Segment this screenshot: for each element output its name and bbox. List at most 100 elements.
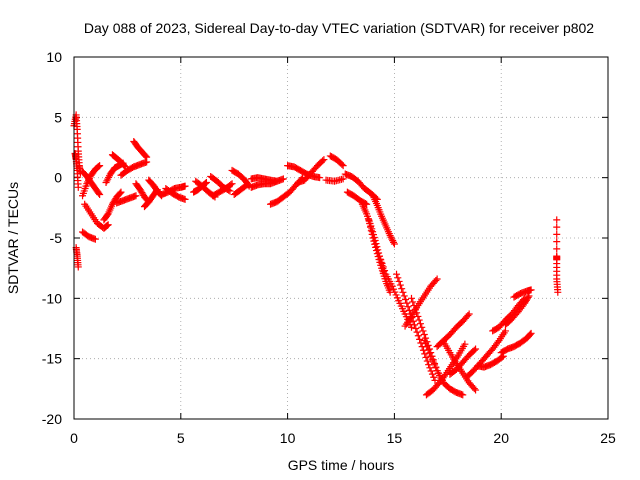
data-point <box>418 323 426 331</box>
data-point <box>470 346 478 354</box>
data-point <box>402 296 410 304</box>
data-point <box>472 345 480 353</box>
data-point <box>387 233 395 241</box>
data-point <box>414 332 422 340</box>
data-point <box>426 364 434 372</box>
series-arc-aj <box>369 192 398 248</box>
data-point <box>553 245 561 253</box>
data-point <box>421 350 429 358</box>
data-point <box>526 330 534 338</box>
data-point <box>412 325 420 332</box>
data-point <box>440 372 448 380</box>
data-point <box>501 327 509 335</box>
data-point <box>132 192 140 200</box>
series-arc-as <box>446 345 480 378</box>
data-point <box>553 216 561 224</box>
data-point <box>104 175 112 183</box>
data-point <box>524 293 532 301</box>
data-point <box>403 299 411 307</box>
data-point <box>339 175 347 183</box>
series-arc-l <box>117 158 151 179</box>
data-point <box>398 285 406 293</box>
y-tick-label: -15 <box>42 351 62 367</box>
data-point <box>96 162 104 170</box>
x-axis-label: GPS time / hours <box>288 457 395 473</box>
data-point <box>372 243 380 251</box>
data-point <box>472 386 480 394</box>
data-point <box>427 367 435 375</box>
x-tick-label: 0 <box>70 430 78 446</box>
data-point <box>396 281 404 289</box>
data-point <box>422 353 430 361</box>
data-point <box>104 221 112 229</box>
data-point <box>422 340 430 348</box>
data-point <box>464 311 472 319</box>
data-point <box>459 391 467 399</box>
series-arc-v <box>209 180 236 200</box>
data-point <box>470 385 478 393</box>
x-tick-label: 5 <box>177 430 185 446</box>
data-point <box>243 181 251 189</box>
data-point <box>415 316 423 324</box>
data-point <box>367 227 375 235</box>
data-point <box>319 157 327 165</box>
data-point <box>142 152 150 160</box>
series-arc-al <box>393 270 439 384</box>
data-point <box>370 237 378 245</box>
series-arc-w <box>228 166 253 190</box>
data-point <box>494 338 502 346</box>
series-arc-ak <box>375 252 415 331</box>
y-axis-label: SDTVAR / TECUs <box>5 182 21 294</box>
data-point <box>413 328 421 336</box>
data-point <box>202 178 210 186</box>
grid-lines <box>74 57 608 419</box>
data-point <box>116 189 124 197</box>
data-point <box>431 376 439 384</box>
data-point <box>400 292 408 300</box>
data-point <box>368 230 376 238</box>
data-point <box>553 223 561 231</box>
data-point <box>74 263 82 271</box>
data-point <box>386 232 394 240</box>
series-arc-z <box>247 174 281 185</box>
data-point <box>424 346 432 354</box>
data-point <box>95 162 103 170</box>
x-tick-label: 10 <box>280 430 296 446</box>
x-tick-label: 20 <box>493 430 509 446</box>
data-point <box>91 235 99 243</box>
series-arc-ac <box>294 156 328 186</box>
data-point <box>407 294 415 302</box>
data-point <box>404 303 412 311</box>
data-point <box>432 276 440 284</box>
data-point <box>105 173 113 181</box>
x-tick-label: 25 <box>600 430 616 446</box>
data-point <box>316 174 324 182</box>
series-arc-ae <box>322 175 347 185</box>
series-arc-j <box>108 151 129 171</box>
data-point <box>420 337 428 345</box>
data-point <box>381 267 389 275</box>
data-point <box>366 223 374 231</box>
data-point <box>366 220 374 228</box>
plot-frame <box>73 56 609 420</box>
data-point <box>414 312 422 320</box>
data-point <box>74 183 82 191</box>
y-tick-label: -20 <box>42 411 62 427</box>
data-point <box>389 237 397 245</box>
series-arc-f <box>79 228 99 243</box>
data-point <box>393 270 401 278</box>
data-point <box>320 156 328 164</box>
series-arc-ax <box>501 292 533 329</box>
y-tick-label: -10 <box>42 290 62 306</box>
series-arc-c <box>72 244 82 271</box>
data-point <box>377 256 385 264</box>
series-arc-k <box>113 192 140 207</box>
series-arc-m <box>130 137 151 161</box>
data-point <box>371 240 379 248</box>
data-point <box>227 181 235 189</box>
data-point <box>378 259 386 267</box>
data-point <box>553 230 561 238</box>
y-tick-label: -5 <box>50 230 63 246</box>
y-tick-label: 5 <box>54 109 62 125</box>
